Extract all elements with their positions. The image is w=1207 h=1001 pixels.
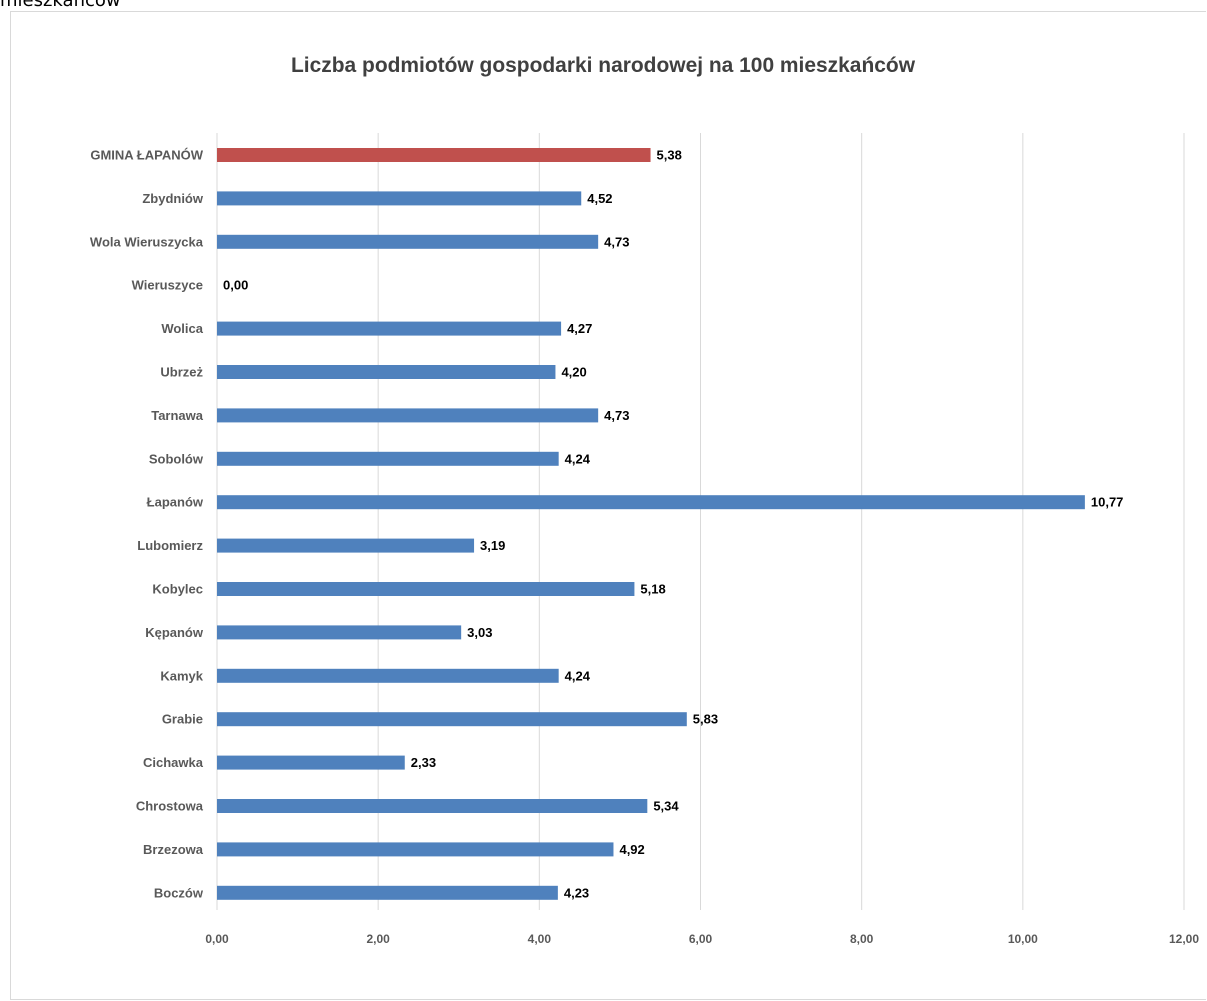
data-label: 4,73: [604, 408, 629, 423]
data-label: 4,24: [565, 668, 591, 683]
bar: [217, 885, 558, 900]
x-tick-label: 4,00: [528, 932, 552, 946]
data-label: 5,18: [640, 582, 665, 597]
x-tick-label: 10,00: [1008, 932, 1038, 946]
category-label: Wieruszyce: [132, 278, 203, 293]
bar: [217, 451, 559, 466]
data-label: 4,24: [565, 451, 591, 466]
chart-title: Liczba podmiotów gospodarki narodowej na…: [291, 54, 916, 77]
bar: [217, 842, 614, 857]
x-tick-label: 12,00: [1169, 932, 1199, 946]
category-label: Kamyk: [160, 668, 203, 683]
bar: [217, 148, 651, 162]
category-label: Cichawka: [143, 755, 204, 770]
category-label: Kobylec: [152, 582, 203, 597]
data-label: 4,52: [587, 191, 612, 206]
category-label: Łapanów: [147, 495, 204, 510]
data-label: 3,03: [467, 625, 492, 640]
cut-off-caption: mieszkańców: [0, 0, 121, 11]
category-label: Boczów: [154, 885, 204, 900]
bar: [217, 495, 1085, 510]
data-label: 4,20: [561, 365, 586, 380]
x-tick-label: 2,00: [366, 932, 390, 946]
bar: [217, 712, 687, 727]
category-label: Tarnawa: [151, 408, 204, 423]
x-tick-label: 0,00: [205, 932, 229, 946]
data-label: 4,27: [567, 321, 592, 336]
data-label: 2,33: [411, 755, 436, 770]
category-label: Wolica: [161, 321, 203, 336]
category-label: GMINA ŁAPANÓW: [90, 148, 203, 163]
data-label: 10,77: [1091, 495, 1124, 510]
category-label: Chrostowa: [136, 799, 204, 814]
x-tick-label: 8,00: [850, 932, 874, 946]
x-tick-label: 6,00: [689, 932, 713, 946]
bar: [217, 582, 635, 596]
bar: [217, 408, 599, 423]
bar: [217, 234, 599, 249]
category-label: Grabie: [162, 712, 203, 727]
category-label: Ubrzeż: [160, 365, 203, 380]
bar: [217, 755, 405, 770]
category-label: Kępanów: [145, 625, 204, 640]
bar: [217, 538, 475, 553]
data-label: 0,00: [223, 278, 248, 293]
bar: [217, 191, 582, 206]
data-label: 5,38: [657, 148, 682, 163]
bar: [217, 668, 559, 683]
data-label: 5,34: [653, 799, 679, 814]
data-label: 4,23: [564, 885, 589, 900]
data-label: 4,73: [604, 234, 629, 249]
data-label: 4,92: [619, 842, 644, 857]
data-label: 3,19: [480, 538, 505, 553]
bar: [217, 799, 648, 813]
category-label: Wola Wieruszycka: [90, 234, 204, 249]
category-label: Lubomierz: [137, 538, 203, 553]
bar: [217, 321, 562, 336]
data-label: 5,83: [693, 712, 718, 727]
category-label: Sobolów: [149, 451, 204, 466]
bar: [217, 365, 556, 379]
category-label: Zbydniów: [142, 191, 204, 206]
bar: [217, 625, 462, 640]
category-label: Brzezowa: [143, 842, 204, 857]
